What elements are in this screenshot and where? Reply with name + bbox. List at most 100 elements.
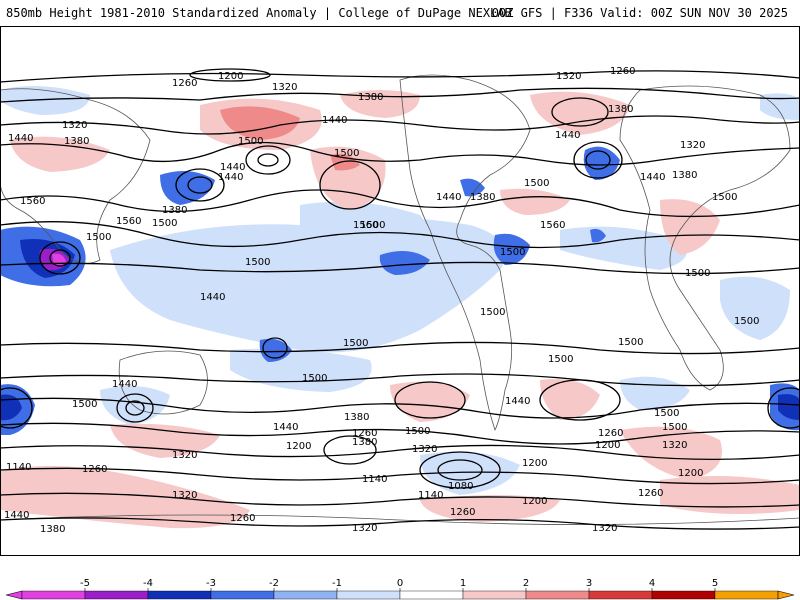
anomaly-fill-layer — [0, 86, 800, 529]
contour-label: 1440 — [218, 172, 243, 183]
contour-label: 1500 — [245, 257, 270, 268]
contour-label: 1200 — [522, 458, 547, 469]
contour-line — [323, 435, 377, 465]
contour-label: 1200 — [218, 71, 243, 82]
contour-label: 1260 — [450, 507, 475, 518]
contour-label: 1320 — [412, 444, 437, 455]
contour-label: 1200 — [286, 441, 311, 452]
contour-line — [262, 337, 288, 359]
anomaly-region — [310, 146, 386, 210]
contour-label: 1320 — [272, 82, 297, 93]
colorbar-segment — [147, 590, 212, 600]
contour-label: 1440 — [640, 172, 665, 183]
contour-label: 1380 — [344, 412, 369, 423]
anomaly-region — [493, 233, 530, 265]
contour-line — [319, 160, 381, 210]
contour-label: 1320 — [172, 450, 197, 461]
color-scale-bar: -5 -4 -3 -2 -1 0 1 2 3 4 5 — [5, 578, 795, 600]
contour-label: 1380 — [358, 92, 383, 103]
eurasia-africa-coastline — [619, 85, 791, 391]
contour-label: 1200 — [678, 468, 703, 479]
contour-label: 1140 — [362, 474, 387, 485]
contour-label: 1440 — [505, 396, 530, 407]
contour-label: 1440 — [8, 133, 33, 144]
contour-label: 1440 — [112, 379, 137, 390]
anomaly-region — [100, 386, 170, 425]
contour-line — [0, 221, 800, 249]
anomaly-region — [590, 228, 606, 243]
colorbar-segment — [651, 590, 716, 600]
contour-label: 1380 — [352, 437, 377, 448]
anomaly-region — [0, 466, 250, 529]
anomaly-region — [330, 153, 360, 171]
contour-line — [394, 381, 466, 419]
contour-line — [245, 145, 291, 175]
contour-label: 1500 — [734, 316, 759, 327]
model-run-label: 00Z GFS | F336 Valid: 00Z SUN NOV 30 202… — [491, 6, 788, 20]
contour-label: 1500 — [480, 307, 505, 318]
anomaly-region — [620, 426, 722, 480]
contour-label: 1260 — [610, 66, 635, 77]
colorbar-segment — [21, 590, 86, 600]
antarctica-coastline — [0, 514, 800, 525]
contour-label: 1440 — [220, 162, 245, 173]
contour-label: 1500 — [712, 192, 737, 203]
contour-label: 1440 — [273, 422, 298, 433]
anomaly-region — [720, 276, 790, 340]
contour-label: 1500 — [86, 232, 111, 243]
contour-line — [0, 70, 800, 83]
contour-label: 1500 — [72, 399, 97, 410]
contour-line — [189, 68, 271, 82]
contour-label: 1500 — [302, 373, 327, 384]
contour-line — [257, 153, 279, 167]
contour-label: 1320 — [352, 523, 377, 534]
colorbar-tick-label: -3 — [206, 578, 216, 589]
anomaly-region — [540, 379, 600, 420]
contour-line — [573, 141, 623, 179]
contour-line — [0, 189, 800, 218]
contour-label: 1320 — [556, 71, 581, 82]
contour-labels: 1260 1200 1320 1380 1320 1260 1440 1320 … — [4, 66, 759, 535]
anomaly-region — [0, 86, 90, 115]
anomaly-region — [778, 394, 800, 420]
contour-line — [0, 467, 800, 485]
colorbar-segment — [210, 590, 275, 600]
anomaly-region — [583, 146, 620, 180]
asia-coastline — [0, 88, 151, 264]
anomaly-region — [160, 171, 215, 205]
anomaly-region — [530, 91, 630, 135]
contour-label: 1440 — [4, 510, 29, 521]
coastlines — [0, 74, 800, 525]
colorbar-tick-label: 1 — [460, 578, 466, 589]
colorbar-tick-label: -4 — [143, 578, 153, 589]
anomaly-region — [660, 199, 720, 255]
contour-label: 1320 — [680, 140, 705, 151]
contour-label: 1380 — [470, 192, 495, 203]
contour-line — [767, 387, 800, 429]
contour-label: 1500 — [548, 354, 573, 365]
contour-label: 1500 — [662, 422, 687, 433]
contour-label: 1500 — [500, 247, 525, 258]
colorbar-segment — [84, 590, 149, 600]
contour-label: 1320 — [662, 440, 687, 451]
americas-coastline — [399, 74, 531, 432]
contour-line — [187, 176, 213, 194]
colorbar-arrow-right — [777, 590, 795, 600]
anomaly-region — [379, 251, 430, 275]
contour-line — [585, 150, 611, 170]
contour-label: 1440 — [555, 130, 580, 141]
contour-label: 1320 — [592, 523, 617, 534]
contour-line — [39, 241, 81, 275]
contour-label: 1560 — [353, 220, 378, 231]
contour-label: 1260 — [82, 464, 107, 475]
contour-label: 1500 — [618, 337, 643, 348]
colorbar-tick-label: -1 — [332, 578, 342, 589]
contour-line — [175, 168, 225, 202]
contour-line — [0, 115, 800, 135]
contour-label: 1500 — [405, 426, 430, 437]
contour-line — [0, 141, 800, 166]
colorbar-segment — [273, 590, 338, 600]
contour-label: 1500 — [524, 178, 549, 189]
contour-label: 1380 — [672, 170, 697, 181]
colorbar-tick-label: 2 — [523, 578, 529, 589]
